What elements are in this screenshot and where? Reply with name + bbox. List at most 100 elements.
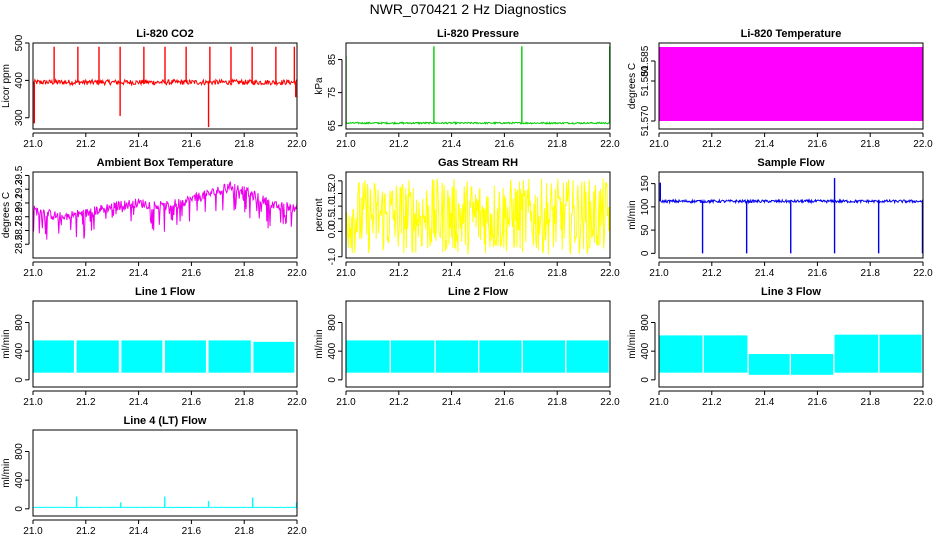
y-tick-label-line2: 400 [327,342,338,359]
flow-segment-line2-1 [390,340,435,373]
x-tick-label-co2: 21.4 [129,139,149,150]
y-tick-label-box_temp: 28.9 [14,207,25,227]
data-layer-line1 [33,340,295,373]
x-tick-label-pressure: 21.2 [389,139,409,150]
x-tick-label-rh: 21.4 [442,268,462,279]
series-line-pressure [346,120,610,126]
flow-segment-line2-5 [566,340,609,373]
data-layer-line2 [346,340,609,373]
x-tick-label-line4: 22.0 [287,526,307,537]
panel-line2: Line 2 Flow ml/min 21.0 21.2 21.4 21.6 21.8 22.… [314,286,620,408]
x-tick-label-line1: 22.0 [287,397,307,408]
panel-title-line4: Line 4 (LT) Flow [124,415,207,427]
y-tick-label-box_temp: 28.5 [14,234,25,254]
y-axis-label-line1: ml/min [1,329,12,358]
x-tick-label-co2: 21.8 [234,139,254,150]
panel-line3: Line 3 Flow ml/min 21.0 21.2 21.4 21.6 21.8 22.… [627,286,933,408]
x-tick-label-box_temp: 21.4 [129,268,149,279]
y-tick-label-sample_flow: 50 [640,224,651,236]
x-tick-label-pressure: 22.0 [600,139,620,150]
y-tick-label-line4: 0 [14,506,25,512]
x-tick-label-line3: 21.6 [808,397,828,408]
y-axis-label-line3: ml/min [627,329,638,358]
x-tick-label-licor_temp: 21.4 [755,139,775,150]
panel-title-sample_flow: Sample Flow [757,157,825,169]
x-tick-label-line2: 21.0 [336,397,356,408]
y-tick-label-box_temp: 29.1 [14,193,25,213]
x-tick-label-pressure: 21.8 [547,139,567,150]
figure-title: NWR_070421 2 Hz Diagnostics [370,1,567,17]
y-tick-label-rh: 0.5 [327,211,338,225]
x-tick-label-box_temp: 21.8 [234,268,254,279]
plot-frame-line2 [345,300,611,388]
data-layer-line3 [659,334,922,375]
plot-frame-line3 [658,300,924,388]
y-tick-label-box_temp: 29.3 [14,179,25,199]
plot-frame-box_temp [32,171,298,259]
y-tick-label-sample_flow: 100 [640,198,651,215]
x-tick-label-line2: 21.6 [495,397,515,408]
data-layer-pressure [346,46,610,126]
x-tick-label-line2: 22.0 [600,397,620,408]
y-tick-label-rh: 1.0 [327,199,338,213]
x-tick-label-line1: 21.0 [23,397,43,408]
x-tick-label-licor_temp: 21.2 [702,139,722,150]
plot-frame-rh [345,171,611,259]
y-tick-label-licor_temp: 51.570 [640,105,651,136]
y-tick-label-pressure: 65 [327,120,338,132]
y-tick-label-co2: 300 [14,109,25,126]
y-axis-label-box_temp: degrees C [1,192,12,238]
x-tick-label-sample_flow: 21.8 [860,268,880,279]
panel-box_temp: Ambient Box Temperature degrees C 21.0 21.2… [1,157,307,279]
x-tick-label-line4: 21.4 [129,526,149,537]
plot-frame-sample_flow [658,171,924,259]
y-tick-label-line3: 0 [640,377,651,383]
x-tick-label-rh: 21.6 [495,268,515,279]
series-line-box_temp [33,180,297,240]
panel-title-line2: Line 2 Flow [448,286,508,298]
plot-frame-co2 [32,42,298,130]
y-tick-label-co2: 500 [14,34,25,51]
flow-segment-line3-0 [659,335,703,373]
x-tick-label-box_temp: 21.6 [182,268,202,279]
y-tick-label-sample_flow: 150 [640,175,651,192]
x-tick-label-co2: 21.6 [182,139,202,150]
x-tick-label-line3: 21.2 [702,397,722,408]
flow-segment-line3-3 [791,354,834,375]
x-tick-label-pressure: 21.0 [336,139,356,150]
y-tick-label-line1: 800 [14,314,25,331]
flow-segment-line3-2 [748,354,790,375]
panel-title-line1: Line 1 Flow [135,286,195,298]
x-tick-label-rh: 21.2 [389,268,409,279]
y-tick-label-line1: 400 [14,342,25,359]
panel-title-box_temp: Ambient Box Temperature [97,157,234,169]
x-tick-label-sample_flow: 21.0 [649,268,669,279]
panel-licor_temp: Li-820 Temperature degrees C 21.0 21.2 21.4 2… [627,28,933,150]
y-tick-label-box_temp: 29.5 [14,165,25,185]
y-axis-label-rh: percent [314,198,325,232]
panel-co2: Li-820 CO2 Licor ppm 21.0 21.2 21.4 21.6 21.8 2… [1,28,307,150]
flow-segment-line2-0 [346,340,390,373]
data-band-licor_temp [659,47,923,121]
x-tick-label-box_temp: 21.0 [23,268,43,279]
y-axis-label-sample_flow: ml/min [627,200,638,229]
x-tick-label-licor_temp: 21.0 [649,139,669,150]
x-tick-label-co2: 21.0 [23,139,43,150]
x-tick-label-box_temp: 22.0 [287,268,307,279]
flow-segment-line1-5 [253,341,295,373]
panel-title-co2: Li-820 CO2 [136,28,193,40]
flow-segment-line2-3 [479,340,522,373]
plot-frame-line1 [32,300,298,388]
y-tick-label-rh: 0.0 [327,224,338,238]
x-tick-label-co2: 22.0 [287,139,307,150]
flow-segment-line1-3 [165,340,206,373]
y-tick-label-line2: 0 [327,377,338,383]
plot-frame-line4 [32,429,298,517]
x-tick-label-line3: 21.8 [860,397,880,408]
y-tick-label-pressure: 85 [327,54,338,66]
flow-segment-line1-2 [121,340,163,373]
y-axis-label-co2: Licor ppm [1,64,12,108]
panels-group: Li-820 CO2 Licor ppm 21.0 21.2 21.4 21.6 21.8 2… [1,28,933,537]
series-line-sample_flow [659,198,923,205]
